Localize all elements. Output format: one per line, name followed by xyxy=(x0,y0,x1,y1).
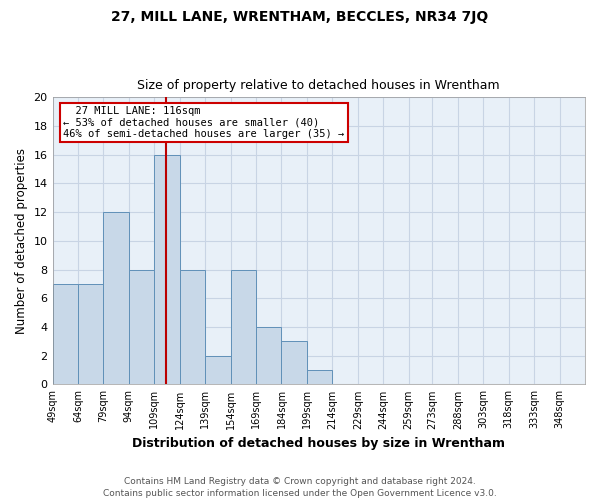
Bar xyxy=(205,356,230,384)
X-axis label: Distribution of detached houses by size in Wrentham: Distribution of detached houses by size … xyxy=(132,437,505,450)
Bar xyxy=(53,284,78,384)
Bar xyxy=(230,270,256,384)
Bar xyxy=(154,155,180,384)
Title: Size of property relative to detached houses in Wrentham: Size of property relative to detached ho… xyxy=(137,79,500,92)
Text: 27, MILL LANE, WRENTHAM, BECCLES, NR34 7JQ: 27, MILL LANE, WRENTHAM, BECCLES, NR34 7… xyxy=(112,10,488,24)
Bar xyxy=(281,342,307,384)
Text: 27 MILL LANE: 116sqm
← 53% of detached houses are smaller (40)
46% of semi-detac: 27 MILL LANE: 116sqm ← 53% of detached h… xyxy=(63,106,344,139)
Bar xyxy=(129,270,154,384)
Bar xyxy=(78,284,103,384)
Bar xyxy=(256,327,281,384)
Y-axis label: Number of detached properties: Number of detached properties xyxy=(15,148,28,334)
Text: Contains HM Land Registry data © Crown copyright and database right 2024.
Contai: Contains HM Land Registry data © Crown c… xyxy=(103,476,497,498)
Bar xyxy=(307,370,332,384)
Bar xyxy=(180,270,205,384)
Bar xyxy=(103,212,129,384)
